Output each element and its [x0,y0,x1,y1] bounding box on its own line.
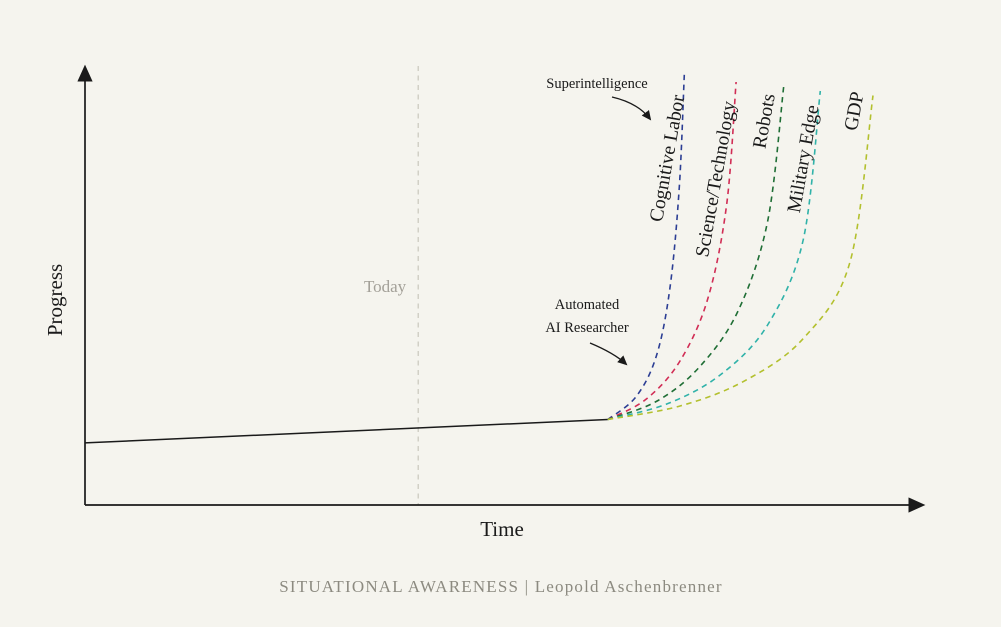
curve-robots [607,86,785,421]
annotation-automated-ai-researcher: Automated AI Researcher [545,297,629,366]
caption: SITUATIONAL AWARENESS | Leopold Aschenbr… [279,577,723,596]
baseline-progress-line [84,418,608,444]
superintelligence-arrow [611,96,652,121]
automated-ai-label-line2: AI Researcher [545,320,628,336]
curve-cognitive-labor [607,74,686,421]
curve-gdp [607,95,874,421]
curve-military-edge [607,90,822,421]
annotation-superintelligence: Superintelligence [546,76,652,121]
y-axis-label: Progress [43,264,67,336]
x-axis-label: Time [480,517,524,541]
today-label: Today [364,277,407,296]
axes: Time Progress [43,64,926,541]
curve-science-technology [607,81,737,421]
automated-ai-arrow [589,342,628,366]
automated-ai-label-line1: Automated [555,297,620,313]
today-group: Today [364,66,419,505]
superintelligence-label: Superintelligence [546,76,647,92]
